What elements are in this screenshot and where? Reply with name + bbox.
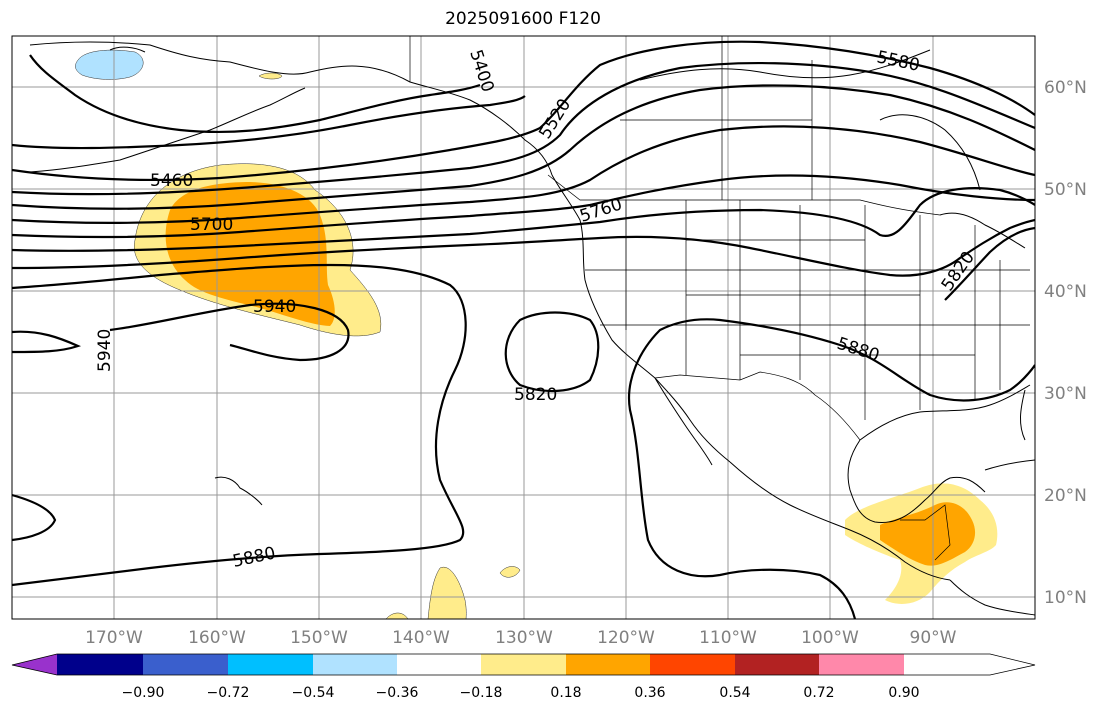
latitude-labels: 60°N 50°N 40°N 30°N 20°N 10°N [1044,78,1087,608]
contour-line-15 [627,318,1035,619]
anomaly-shade-pacific-orange [165,182,335,326]
contour-label: 5700 [190,215,233,235]
colorbar-tick: −0.54 [292,685,335,701]
anomaly-shade-south-pacific [427,566,467,619]
colorbar-tick: −0.36 [376,685,419,701]
colorbar-tick: 0.18 [550,685,581,701]
lon-label: 140°W [392,628,450,648]
contour-line-6 [12,125,1035,224]
lon-label: 130°W [495,628,553,648]
colorbar-outline [11,653,1036,676]
lon-label: 170°W [85,628,143,648]
map-frame [11,35,1036,620]
coastline-gulf [847,439,986,524]
colorbar-swatch [650,654,735,675]
political-borders [409,36,1030,561]
lon-label: 150°W [290,628,348,648]
contour-label: 5940 [95,329,115,372]
lat-label: 10°N [1044,588,1087,608]
anomaly-shade-arctic-blue [75,49,144,80]
anomaly-shade-mexico-orange [880,502,976,566]
colorbar-swatch [397,654,481,675]
coastline-hawaii [214,476,263,506]
longitude-labels: 170°W 160°W 150°W 140°W 130°W 120°W 110°… [85,628,957,648]
lon-label: 110°W [699,628,757,648]
coastline-caribbean [984,459,1035,471]
graticule [12,36,1035,619]
contour-label: 5940 [253,297,296,317]
lat-label: 30°N [1044,384,1087,404]
map-title: 2025091600 F120 [445,9,601,29]
colorbar-tick: 0.36 [634,685,665,701]
lon-label: 100°W [801,628,859,648]
colorbar-arrow-right [904,654,1035,675]
contour-line-9 [12,218,1035,277]
coastline-arctic-island [109,46,146,53]
anomaly-shade-small-north [258,72,283,80]
contour-line-16 [944,226,1035,301]
colorbar-tick: 0.90 [888,685,919,701]
colorbar-swatch [228,654,313,675]
coastline-canada-north [639,49,931,81]
lat-label: 40°N [1044,282,1087,302]
contour-line-12 [109,302,350,362]
height-contours [12,40,1035,619]
colorbar-tick: −0.72 [207,685,250,701]
coastline-alaska [29,41,553,176]
contour-line-1 [29,54,481,134]
colorbar-arrow-left [12,654,57,675]
colorbar-tick: −0.18 [460,685,503,701]
coastline-gulf-north [859,384,1031,441]
coastline-mexico-pacific [729,461,951,581]
contour-line-13 [504,311,600,393]
contour-line-8 [12,187,1035,252]
colorbar: −0.90 −0.72 −0.54 −0.36 −0.18 0.18 0.36 … [11,653,1036,701]
coastline-great-lakes [939,212,1026,249]
map-area: 5580 5400 5520 5460 5700 5760 5940 5940 … [12,36,1035,619]
coastline-florida [1020,389,1026,441]
lat-label: 60°N [1044,78,1087,98]
coastline-central-america [949,579,1035,616]
lon-label: 90°W [910,628,957,648]
coastline-hudson [879,114,981,191]
contour-line-11 [12,330,82,354]
colorbar-swatch [57,654,143,675]
lon-label: 120°W [597,628,655,648]
contour-line-14 [12,493,57,542]
colorbar-swatch [481,654,566,675]
colorbar-swatch [143,654,228,675]
coastline-baja [654,377,713,466]
contour-line-4 [12,61,1035,196]
lat-label: 20°N [1044,486,1087,506]
lon-label: 160°W [188,628,246,648]
colorbar-swatch [735,654,819,675]
colorbar-tick: 0.54 [719,685,750,701]
contour-line-10 [12,263,467,587]
colorbar-swatch [566,654,650,675]
colorbar-tick: 0.72 [803,685,834,701]
colorbar-swatch [819,654,904,675]
colorbar-tick: −0.90 [122,685,165,701]
contour-label: 5820 [514,385,557,405]
coastline-west-us [551,174,731,463]
contour-line-5 [12,84,1035,210]
contour-line-7 [12,174,1035,239]
contour-line-3 [12,40,1035,182]
anomaly-shade-island [499,566,521,578]
contour-line-2 [12,95,526,150]
lat-label: 50°N [1044,180,1087,200]
colorbar-swatch [313,654,397,675]
contour-label: 5460 [150,171,193,191]
